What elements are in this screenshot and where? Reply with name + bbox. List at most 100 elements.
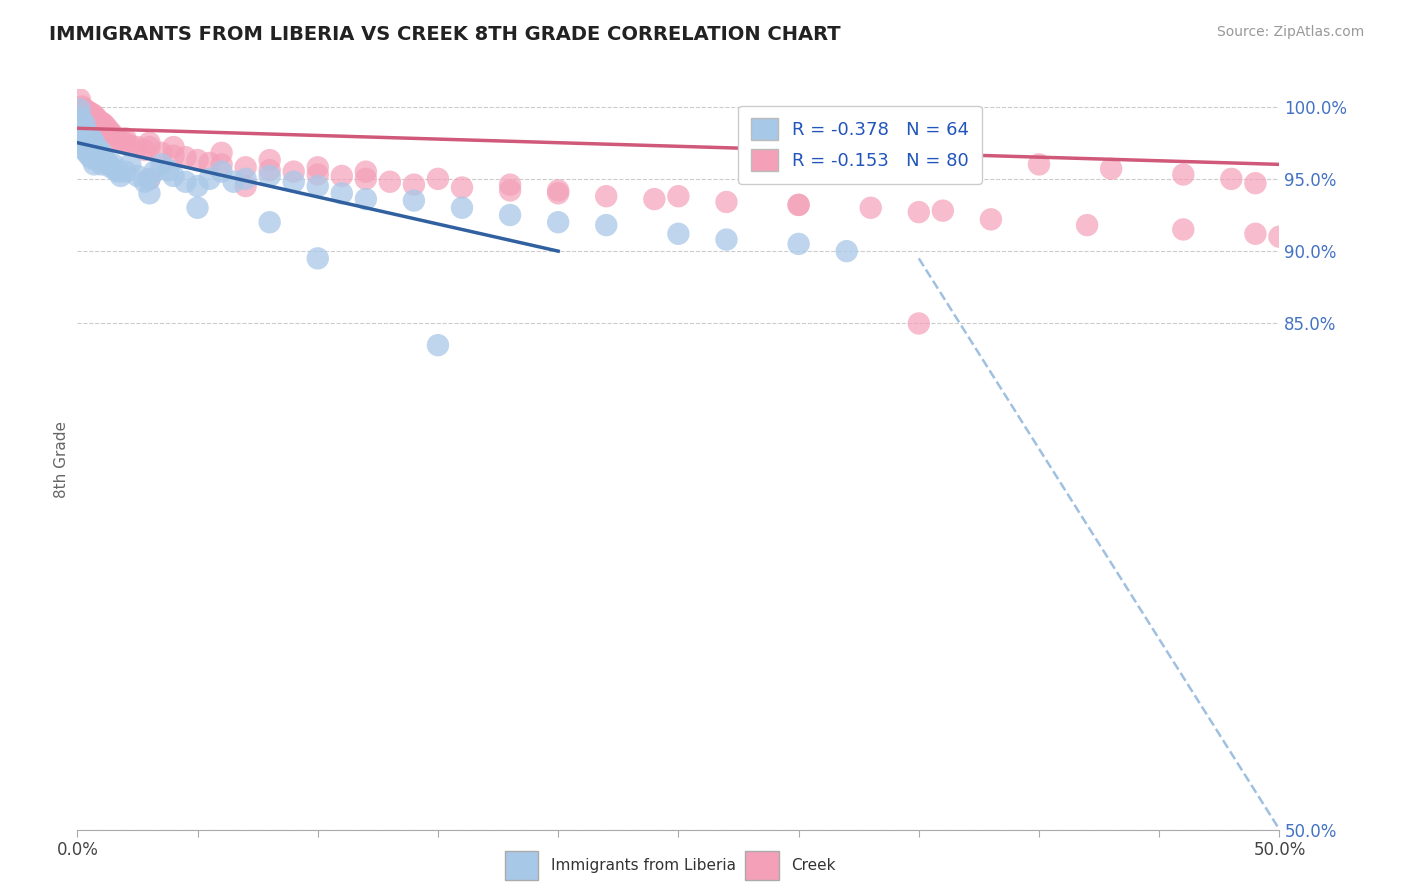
Point — [80, 107, 103, 121]
Point — [330, 169, 353, 183]
Point — [138, 172, 160, 186]
Point — [79, 105, 101, 120]
Point — [595, 218, 617, 232]
Point — [83, 108, 105, 122]
Point — [716, 233, 738, 247]
Point — [499, 208, 522, 222]
Point — [150, 145, 173, 160]
Point — [73, 105, 96, 120]
Point — [79, 149, 101, 163]
Point — [162, 149, 184, 163]
Point — [1173, 168, 1195, 182]
Point — [97, 122, 120, 136]
Point — [83, 157, 105, 171]
Point — [73, 117, 96, 131]
Point — [908, 205, 931, 219]
Point — [114, 164, 136, 178]
Point — [499, 178, 522, 192]
Point — [127, 169, 149, 183]
Point — [76, 131, 98, 145]
Point — [787, 236, 810, 251]
Point — [787, 198, 810, 212]
Point — [330, 186, 353, 201]
Point — [186, 153, 209, 167]
FancyBboxPatch shape — [505, 851, 538, 880]
Point — [402, 194, 425, 208]
Point — [70, 99, 93, 113]
Point — [787, 198, 810, 212]
Point — [104, 163, 127, 178]
Point — [80, 111, 103, 125]
Point — [90, 126, 112, 140]
Point — [211, 145, 233, 160]
Point — [283, 175, 305, 189]
Point — [908, 150, 931, 164]
Point — [354, 192, 377, 206]
Point — [932, 203, 955, 218]
Point — [354, 172, 377, 186]
Point — [859, 201, 882, 215]
Point — [90, 121, 112, 136]
Point — [120, 157, 142, 171]
Point — [378, 175, 401, 189]
Point — [259, 153, 281, 167]
Point — [83, 145, 105, 160]
Y-axis label: 8th Grade: 8th Grade — [53, 421, 69, 498]
Point — [1028, 157, 1050, 171]
Text: Source: ZipAtlas.com: Source: ZipAtlas.com — [1216, 25, 1364, 39]
Point — [138, 140, 160, 154]
Point — [595, 189, 617, 203]
Point — [259, 163, 281, 178]
Text: Immigrants from Liberia: Immigrants from Liberia — [551, 858, 737, 872]
Point — [69, 110, 91, 124]
Point — [70, 121, 93, 136]
Point — [143, 164, 166, 178]
Point — [134, 175, 156, 189]
Point — [222, 175, 245, 189]
Point — [100, 161, 122, 175]
Point — [668, 227, 690, 241]
Point — [90, 157, 112, 171]
Point — [1173, 222, 1195, 236]
Point — [79, 110, 101, 124]
Point — [427, 172, 450, 186]
Point — [76, 145, 98, 160]
Point — [73, 136, 96, 150]
Point — [76, 108, 98, 122]
Point — [96, 154, 118, 169]
Point — [120, 138, 142, 153]
Point — [162, 169, 184, 183]
Point — [259, 169, 281, 183]
Point — [87, 114, 110, 128]
Point — [451, 180, 474, 194]
Point — [1076, 218, 1098, 232]
Point — [1099, 161, 1122, 176]
Point — [86, 117, 108, 131]
Point — [86, 140, 108, 154]
Point — [69, 92, 91, 106]
Point — [114, 131, 136, 145]
Point — [90, 115, 112, 129]
Point — [110, 134, 132, 148]
Point — [186, 201, 209, 215]
Point — [235, 179, 257, 194]
Point — [162, 140, 184, 154]
Text: Creek: Creek — [792, 858, 837, 872]
Point — [103, 128, 125, 143]
Point — [547, 186, 569, 201]
Point — [70, 128, 93, 143]
Point — [1244, 227, 1267, 241]
Point — [90, 145, 112, 160]
Point — [198, 172, 221, 186]
Point — [103, 157, 125, 171]
Point — [87, 153, 110, 167]
Point — [307, 161, 329, 175]
FancyBboxPatch shape — [745, 851, 779, 880]
Point — [83, 136, 105, 150]
Text: IMMIGRANTS FROM LIBERIA VS CREEK 8TH GRADE CORRELATION CHART: IMMIGRANTS FROM LIBERIA VS CREEK 8TH GRA… — [49, 25, 841, 44]
Point — [402, 178, 425, 192]
Point — [73, 103, 96, 117]
Point — [70, 114, 93, 128]
Point — [150, 157, 173, 171]
Point — [354, 164, 377, 178]
